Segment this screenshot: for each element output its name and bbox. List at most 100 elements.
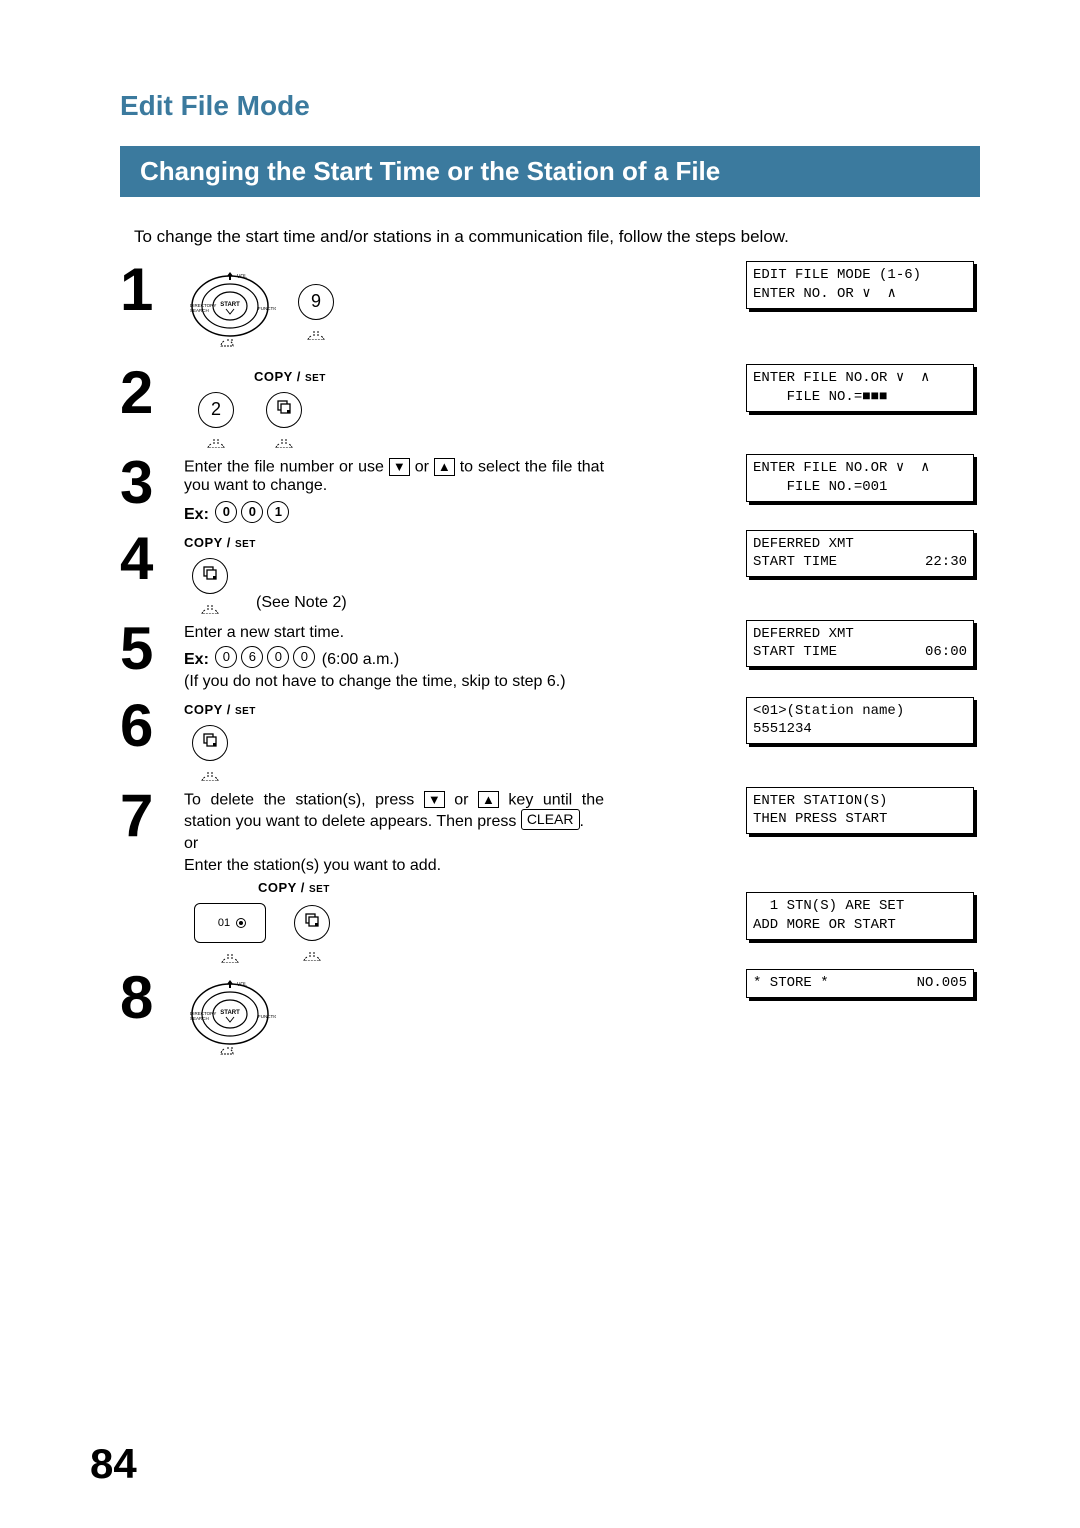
lcd-display: DEFERRED XMT START TIME22:30 xyxy=(746,530,974,578)
copyset-label: COPY / SET xyxy=(254,369,326,384)
zero-key-icon: 0 xyxy=(215,501,237,523)
down-key-icon: ▼ xyxy=(389,458,410,476)
key-9: 9 xyxy=(294,284,338,340)
step-4: 4 COPY / SET (See Note 2) DEFERRED XMT S… xyxy=(120,530,980,614)
nine-key-icon: 9 xyxy=(298,284,334,320)
lcd-col: <01>(Station name) 5551234 xyxy=(746,697,980,763)
page: Edit File Mode Changing the Start Time o… xyxy=(0,0,1080,1528)
lcd-col: EDIT FILE MODE (1-6) ENTER NO. OR ∨ ∧ xyxy=(746,261,980,327)
step-5: 5 Enter a new start time. Ex: 0600 (6:00… xyxy=(120,620,980,691)
press-hand-icon xyxy=(297,943,327,961)
one-key-icon: 1 xyxy=(267,501,289,523)
svg-text:SEARCH: SEARCH xyxy=(190,1016,209,1021)
step-body: To delete the station(s), press ▼ or ▲ k… xyxy=(184,787,746,963)
lcd-display: ENTER FILE NO.OR ∨ ∧ FILE NO.=001 xyxy=(746,454,974,502)
step-body: START VOL DIRECTORY SEARCH FUNCTION 9 xyxy=(184,261,746,358)
copy-key-icon xyxy=(192,558,228,594)
or-text: or xyxy=(184,835,734,853)
step-7: 7 To delete the station(s), press ▼ or ▲… xyxy=(120,787,980,963)
step-6: 6 COPY / SET <01>(Station name) 5551234 xyxy=(120,697,980,781)
press-hand-icon xyxy=(215,945,245,963)
lcd-display: 1 STN(S) ARE SET ADD MORE OR START xyxy=(746,892,974,940)
lcd-display: <01>(Station name) 5551234 xyxy=(746,697,974,745)
press-hand-icon xyxy=(195,596,225,614)
press-hand-icon xyxy=(201,430,231,448)
svg-text:VOL: VOL xyxy=(237,274,247,280)
page-number: 84 xyxy=(90,1440,137,1488)
press-hand-icon xyxy=(301,322,331,340)
step-body: COPY / SET 2 xyxy=(184,364,746,448)
example-label: Ex: 001 xyxy=(184,501,734,524)
lcd-col: DEFERRED XMT START TIME06:00 xyxy=(746,620,980,686)
step-2: 2 COPY / SET 2 ENTER F xyxy=(120,364,980,448)
copy-key-icon xyxy=(266,392,302,428)
lcd-display: DEFERRED XMT START TIME06:00 xyxy=(746,620,974,668)
banner: Changing the Start Time or the Station o… xyxy=(120,146,980,197)
intro-text: To change the start time and/or stations… xyxy=(134,227,980,247)
step-number: 1 xyxy=(120,261,184,318)
step-1: 1 START VOL DIRECTORY SEARCH xyxy=(120,261,980,358)
clear-key-icon: CLEAR xyxy=(521,809,580,830)
lcd-display: * STORE *NO.005 xyxy=(746,969,974,998)
copyset-label: COPY / SET xyxy=(184,535,256,550)
step-text: Enter the file number or use ▼ or ▲ to s… xyxy=(184,458,604,495)
copy-key xyxy=(290,905,334,961)
step-body: Enter a new start time. Ex: 0600 (6:00 a… xyxy=(184,620,746,691)
step-number: 2 xyxy=(120,364,184,421)
svg-text:FUNCTION: FUNCTION xyxy=(258,306,276,311)
lcd-col: ENTER FILE NO.OR ∨ ∧ FILE NO.=001 xyxy=(746,454,980,520)
steps-list: 1 START VOL DIRECTORY SEARCH xyxy=(120,261,980,1066)
lcd-display: EDIT FILE MODE (1-6) ENTER NO. OR ∨ ∧ xyxy=(746,261,974,309)
zero-key-icon: 0 xyxy=(293,646,315,668)
step-number: 6 xyxy=(120,697,184,754)
lcd-display: ENTER FILE NO.OR ∨ ∧ FILE NO.=■■■ xyxy=(746,364,974,412)
svg-text:START: START xyxy=(220,1010,240,1016)
svg-text:FUNCTION: FUNCTION xyxy=(258,1014,276,1019)
step-number: 8 xyxy=(120,969,184,1026)
step-3: 3 Enter the file number or use ▼ or ▲ to… xyxy=(120,454,980,524)
step-body: START VOL DIRECTORY SEARCH FUNCTION xyxy=(184,969,746,1066)
step-number: 3 xyxy=(120,454,184,511)
dial-icon: START VOL DIRECTORY SEARCH FUNCTION xyxy=(184,1048,276,1065)
lcd-col: * STORE *NO.005 xyxy=(746,969,980,1016)
two-key-icon: 2 xyxy=(198,392,234,428)
down-key-icon: ▼ xyxy=(424,791,445,809)
copy-key-icon xyxy=(294,905,330,941)
svg-text:START: START xyxy=(220,302,240,308)
step-body: COPY / SET xyxy=(184,697,746,781)
note-text: (See Note 2) xyxy=(256,594,347,612)
dial-icon: START VOL DIRECTORY SEARCH FUNCTION xyxy=(184,265,276,358)
step-number: 5 xyxy=(120,620,184,677)
step-text: Enter the station(s) you want to add. xyxy=(184,857,734,875)
step-8: 8 START VOL DIRECTORY SEARCH FUNCTION xyxy=(120,969,980,1066)
step-number: 7 xyxy=(120,787,184,844)
onetouch-key: 01 xyxy=(194,903,266,963)
copy-key xyxy=(188,558,232,614)
step-number: 4 xyxy=(120,530,184,587)
six-key-icon: 6 xyxy=(241,646,263,668)
copy-key-icon xyxy=(192,725,228,761)
svg-text:VOL: VOL xyxy=(237,982,247,988)
zero-key-icon: 0 xyxy=(267,646,289,668)
copyset-label: COPY / SET xyxy=(184,702,256,717)
copyset-label: COPY / SET xyxy=(258,880,330,895)
section-title: Edit File Mode xyxy=(120,90,980,122)
copy-key xyxy=(262,392,306,448)
onetouch-key-icon: 01 xyxy=(194,903,266,943)
key-2: 2 xyxy=(194,392,238,448)
step-body: Enter the file number or use ▼ or ▲ to s… xyxy=(184,454,746,524)
step-text: To delete the station(s), press ▼ or ▲ k… xyxy=(184,791,604,831)
up-key-icon: ▲ xyxy=(478,791,499,809)
press-hand-icon xyxy=(269,430,299,448)
svg-text:SEARCH: SEARCH xyxy=(190,308,209,313)
lcd-display: ENTER STATION(S) THEN PRESS START xyxy=(746,787,974,835)
up-key-icon: ▲ xyxy=(434,458,455,476)
step-body: COPY / SET (See Note 2) xyxy=(184,530,746,614)
zero-key-icon: 0 xyxy=(241,501,263,523)
step-text: Enter a new start time. xyxy=(184,624,604,642)
lcd-col: DEFERRED XMT START TIME22:30 xyxy=(746,530,980,596)
lcd-col: ENTER STATION(S) THEN PRESS START 1 STN(… xyxy=(746,787,980,959)
dot-icon xyxy=(236,918,246,928)
example-label: Ex: 0600 (6:00 a.m.) xyxy=(184,646,604,669)
step-text: (If you do not have to change the time, … xyxy=(184,673,604,691)
